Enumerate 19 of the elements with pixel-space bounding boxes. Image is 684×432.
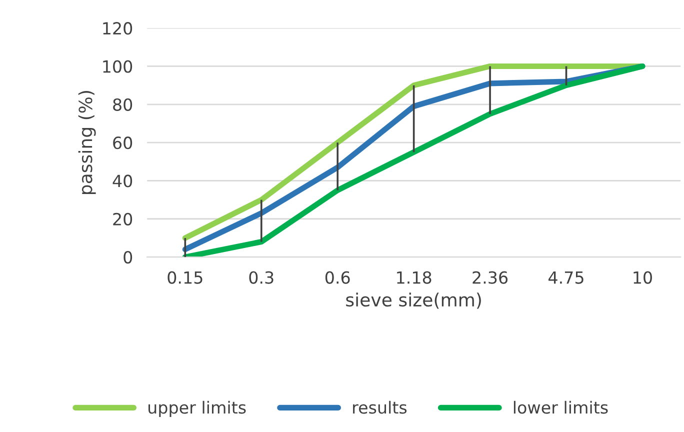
y-tick-label: 40 <box>112 174 132 188</box>
x-tick-label: 0.15 <box>168 271 202 284</box>
y-tick-label: 60 <box>113 136 132 150</box>
legend-label: results <box>353 400 407 414</box>
x-tick-label: 2.36 <box>472 271 508 284</box>
y-tick-label: 80 <box>113 98 132 111</box>
y-axis-title: passing (%) <box>78 90 96 194</box>
x-tick-label: 10 <box>634 271 652 284</box>
y-tick-label: 100 <box>103 60 132 73</box>
legend-label: upper limits <box>148 400 246 417</box>
x-tick-label: 0.3 <box>249 271 274 284</box>
x-tick-label: 0.6 <box>325 271 350 284</box>
y-tick-label: 20 <box>113 212 132 226</box>
y-tick-label: 120 <box>103 22 132 35</box>
x-tick-label: 1.18 <box>397 271 432 284</box>
y-tick-label: 0 <box>124 251 132 264</box>
x-axis-title: sieve size(mm) <box>346 292 481 309</box>
legend-label: lower limits <box>514 400 608 414</box>
x-tick-label: 4.75 <box>548 271 584 284</box>
